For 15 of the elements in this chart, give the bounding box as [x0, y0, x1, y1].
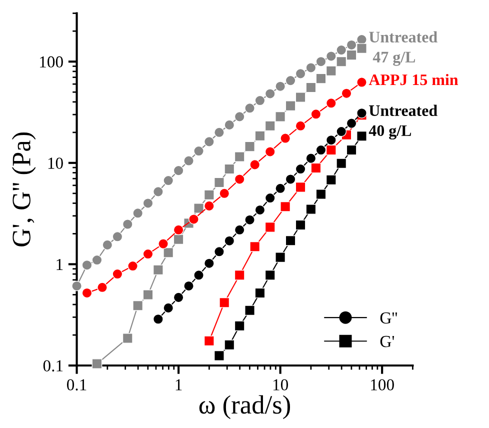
y-tick-label: 10 — [48, 158, 63, 169]
y-tick-label: 0.1 — [43, 360, 63, 372]
x-tick-label: 1 — [176, 379, 182, 390]
y-tick-label: 100 — [40, 56, 63, 68]
legend-label: G' — [380, 336, 394, 348]
x-axis-title: ω (rad/s) — [199, 395, 290, 420]
annotation: Untreated 40 g/L — [368, 104, 438, 140]
x-tick-label: 100 — [371, 379, 394, 390]
x-tick-label: 10 — [273, 379, 288, 390]
y-tick-label: 1 — [56, 258, 63, 270]
annotation: APPJ 15 min — [368, 74, 458, 86]
y-axis-title: G', G'' (Pa) — [12, 132, 36, 246]
annotation: Untreated 47 g/L — [369, 31, 438, 66]
x-tick-label: 0.1 — [66, 379, 86, 391]
legend-label: G'' — [380, 312, 398, 324]
